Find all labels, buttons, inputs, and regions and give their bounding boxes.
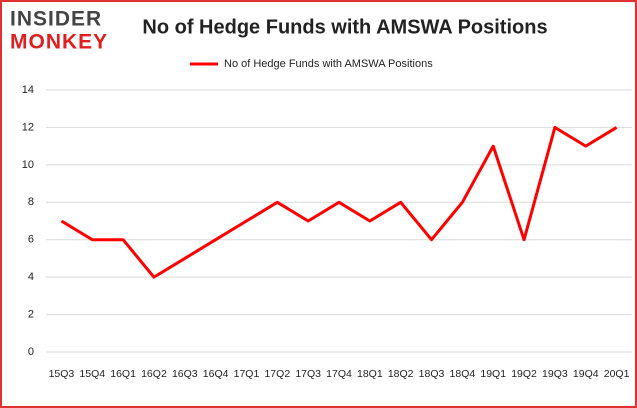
x-tick-label: 17Q1 (234, 368, 260, 380)
y-tick-label: 6 (28, 234, 34, 246)
x-tick-label: 17Q4 (326, 368, 352, 380)
y-tick-label: 8 (28, 196, 34, 208)
x-tick-label: 15Q3 (49, 368, 75, 380)
x-tick-label: 17Q2 (264, 368, 290, 380)
x-tick-label: 19Q1 (480, 368, 506, 380)
x-tick-label: 16Q2 (141, 368, 167, 380)
x-tick-label: 20Q1 (604, 368, 630, 380)
chart-title: No of Hedge Funds with AMSWA Positions (142, 16, 547, 38)
x-tick-label: 18Q4 (450, 368, 476, 380)
x-tick-label: 18Q3 (419, 368, 445, 380)
y-tick-label: 0 (28, 346, 34, 358)
y-tick-label: 4 (28, 271, 34, 283)
x-tick-label: 16Q3 (172, 368, 198, 380)
x-tick-label: 19Q3 (542, 368, 568, 380)
x-tick-label: 18Q2 (388, 368, 414, 380)
x-tick-label: 19Q4 (573, 368, 599, 380)
x-tick-label: 19Q2 (511, 368, 537, 380)
logo-top: INSIDER (10, 8, 102, 31)
y-tick-label: 2 (28, 308, 34, 320)
x-tick-label: 16Q4 (203, 368, 229, 380)
y-tick-label: 12 (22, 121, 34, 133)
x-tick-label: 18Q1 (357, 368, 383, 380)
x-tick-label: 15Q4 (79, 368, 105, 380)
logo-bottom: MONKEY (10, 31, 108, 54)
x-tick-label: 17Q3 (295, 368, 321, 380)
legend-label: No of Hedge Funds with AMSWA Positions (224, 58, 433, 70)
y-tick-label: 14 (22, 84, 34, 96)
logo-background (4, 4, 116, 54)
series-line (60, 125, 618, 279)
x-tick-label: 16Q1 (110, 368, 136, 380)
y-tick-label: 10 (22, 159, 34, 171)
